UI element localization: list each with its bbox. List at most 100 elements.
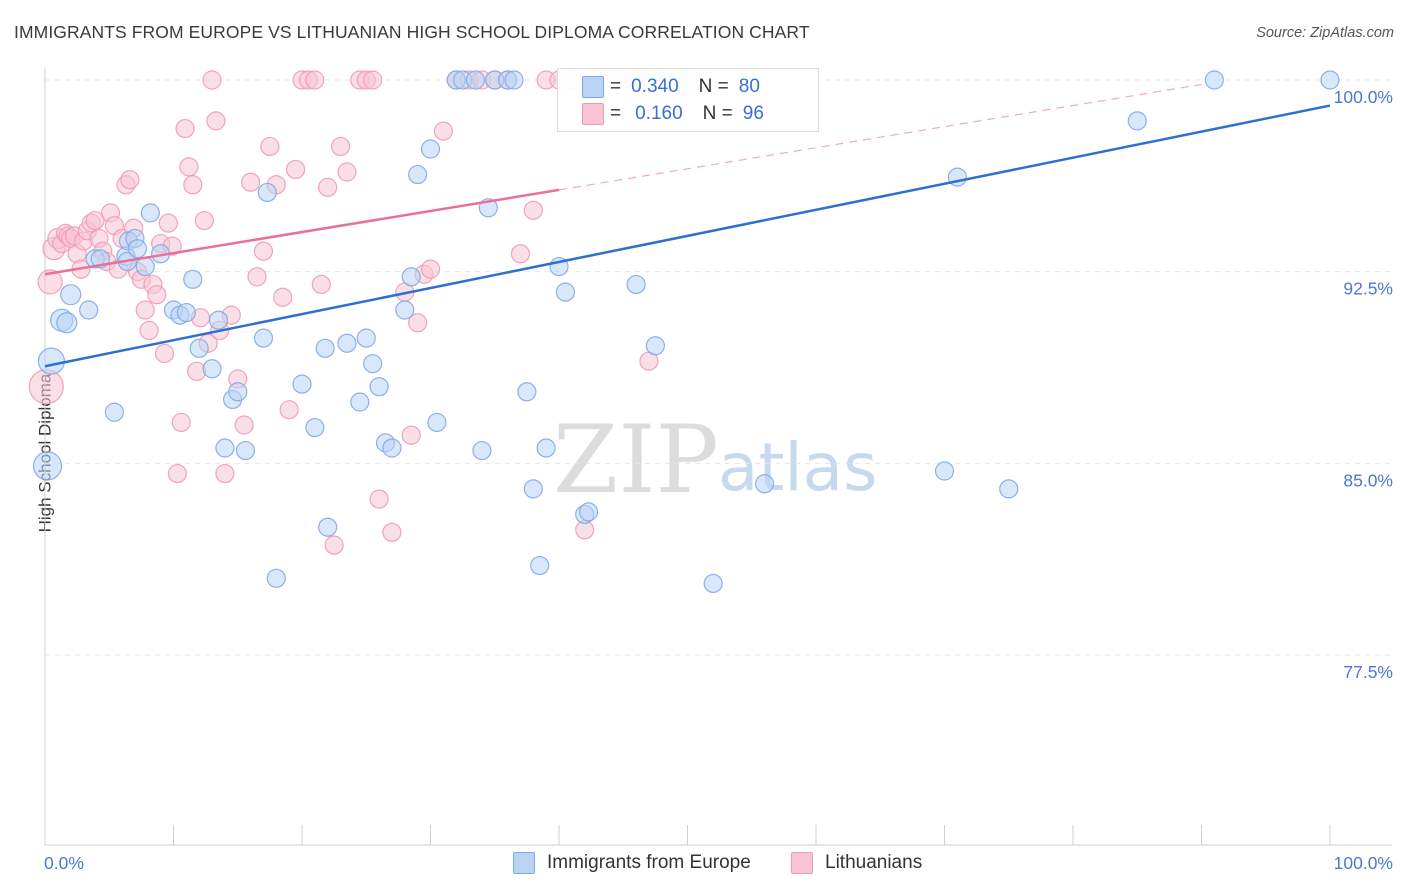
data-point	[79, 300, 99, 320]
data-point	[279, 400, 299, 420]
data-point	[175, 118, 195, 139]
data-point	[208, 310, 229, 330]
data-point	[401, 425, 421, 445]
data-point	[536, 438, 556, 458]
data-point	[189, 338, 209, 358]
lithuanians-trend-line	[44, 188, 560, 276]
legend-r-value: 0.160	[635, 103, 683, 124]
data-point	[183, 269, 203, 289]
bottom-legend-label: Lithuanians	[825, 852, 923, 873]
data-point	[154, 343, 175, 364]
data-point	[194, 210, 214, 231]
data-point	[28, 369, 64, 405]
data-point	[228, 382, 248, 402]
x-tick-labels: 0.0% 100.0%	[44, 853, 1393, 873]
legend-n-label: N =	[702, 103, 733, 124]
data-point	[363, 354, 383, 374]
data-point	[703, 573, 723, 594]
legend-row-lithuanians: R = 0.160 N = 96	[582, 101, 764, 127]
data-point	[311, 274, 331, 295]
data-point	[510, 244, 531, 264]
data-point	[120, 170, 140, 190]
lithuanians-trend-extension	[558, 83, 1202, 191]
data-point	[32, 451, 63, 481]
data-point	[104, 402, 124, 422]
legend-n-value: 96	[742, 103, 764, 124]
data-point	[382, 522, 402, 542]
data-point	[167, 463, 187, 484]
gridlines	[45, 79, 1392, 656]
data-point	[356, 328, 376, 348]
data-point	[56, 312, 78, 334]
data-point	[517, 382, 537, 402]
data-point	[523, 479, 543, 499]
data-point	[60, 284, 82, 306]
data-point	[382, 438, 402, 458]
data-point	[292, 374, 312, 394]
data-point	[37, 269, 63, 295]
trend-lines	[44, 83, 1331, 368]
data-point	[318, 517, 338, 537]
legend-r-value: 0.340	[631, 76, 679, 97]
data-point	[315, 338, 335, 358]
data-point	[420, 259, 441, 279]
data-point	[285, 159, 306, 180]
data-point	[433, 121, 453, 141]
data-point	[273, 287, 293, 307]
data-point	[1204, 70, 1224, 90]
data-point	[215, 438, 235, 458]
data-point	[140, 203, 160, 223]
watermark-atlas: atlas	[718, 429, 878, 506]
x-tick-label: 100.0%	[1334, 853, 1393, 873]
legend-n-label: N =	[698, 76, 729, 97]
data-point	[305, 417, 325, 438]
data-point	[171, 412, 191, 433]
data-point	[369, 489, 389, 509]
data-point	[257, 182, 277, 203]
legend-row-europe: R = 0.340 N = 80	[582, 74, 760, 100]
data-point	[1320, 70, 1340, 90]
data-point	[645, 336, 665, 356]
data-point	[139, 320, 159, 341]
data-point	[578, 502, 599, 522]
data-point	[420, 139, 441, 159]
data-point	[350, 392, 370, 412]
data-point	[183, 175, 203, 195]
data-point	[318, 177, 338, 197]
data-point	[147, 285, 167, 305]
data-point	[37, 347, 66, 375]
data-point	[127, 239, 148, 259]
data-point	[555, 282, 576, 302]
data-point	[179, 157, 199, 177]
y-tick-label: 85.0%	[1343, 470, 1393, 490]
data-point	[427, 412, 447, 433]
bottom-legend-europe: Immigrants from Europe	[513, 852, 751, 874]
data-point	[253, 328, 274, 348]
data-point	[369, 377, 389, 397]
data-point	[253, 241, 274, 261]
data-point	[206, 111, 226, 131]
data-point	[158, 213, 178, 233]
data-point	[305, 70, 325, 90]
data-point	[247, 267, 267, 287]
bottom-legend-label: Immigrants from Europe	[547, 852, 751, 873]
bottom-legend-swatch-blue	[513, 852, 535, 874]
y-tick-labels: 77.5% 85.0% 92.5% 100.0%	[1334, 87, 1393, 682]
data-point	[85, 210, 105, 231]
data-point	[1127, 111, 1147, 131]
europe-points	[32, 70, 1340, 594]
data-point	[408, 164, 428, 185]
data-point	[235, 440, 256, 461]
data-point	[234, 415, 254, 435]
source-credit: Source: ZipAtlas.com	[1256, 25, 1394, 41]
legend-swatch-pink	[582, 103, 604, 125]
stats-legend: R = 0.340 N = 80 R = 0.160 N = 96	[557, 68, 819, 132]
data-point	[472, 440, 492, 461]
data-point	[260, 136, 280, 157]
data-point	[626, 274, 646, 295]
data-point	[241, 172, 261, 192]
data-point	[934, 461, 955, 481]
data-point	[176, 302, 196, 323]
data-point	[324, 535, 344, 555]
